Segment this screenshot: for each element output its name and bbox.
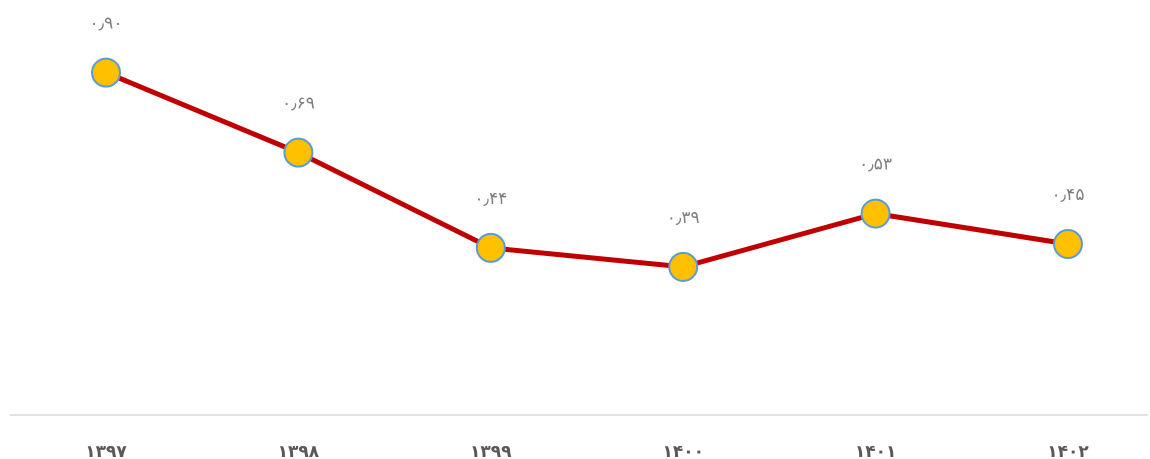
data-point-marker — [283, 137, 314, 168]
data-label-layer: ۰٫۹۰ ۰٫۶۹ ۰٫۴۴ ۰٫۳۹ ۰٫۵۳ ۰٫۴۵ — [90, 14, 1085, 228]
x-tick-label: ۱۴۰۲ — [1047, 442, 1089, 459]
x-tick-label: ۱۳۹۸ — [278, 442, 320, 459]
series-line — [105, 70, 1069, 270]
data-label: ۰٫۵۳ — [859, 155, 892, 175]
data-label: ۰٫۴۴ — [474, 189, 507, 209]
x-tick-label: ۱۳۹۷ — [85, 442, 127, 459]
data-label: ۰٫۴۵ — [1052, 185, 1085, 205]
data-point-marker — [860, 198, 891, 229]
marker-layer — [91, 57, 1083, 282]
data-label: ۰٫۶۹ — [282, 94, 315, 114]
x-tick-label: ۱۳۹۹ — [470, 442, 512, 459]
x-tick-label: ۱۴۰۰ — [662, 442, 704, 459]
data-label: ۰٫۳۹ — [667, 208, 700, 228]
x-tick-layer: ۱۳۹۷ ۱۳۹۸ ۱۳۹۹ ۱۴۰۰ ۱۴۰۱ ۱۴۰۲ — [85, 442, 1089, 459]
data-point-marker — [475, 232, 506, 263]
data-point-marker — [1053, 229, 1083, 260]
data-point-marker — [668, 251, 699, 282]
x-tick-label: ۱۴۰۱ — [855, 442, 897, 459]
data-label: ۰٫۹۰ — [90, 14, 123, 34]
data-point-marker — [91, 57, 121, 88]
series-layer — [105, 70, 1069, 270]
